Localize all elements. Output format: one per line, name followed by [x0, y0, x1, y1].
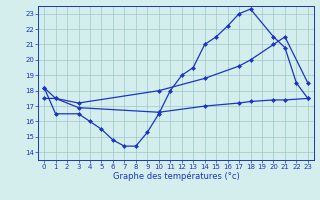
X-axis label: Graphe des températures (°c): Graphe des températures (°c) — [113, 172, 239, 181]
